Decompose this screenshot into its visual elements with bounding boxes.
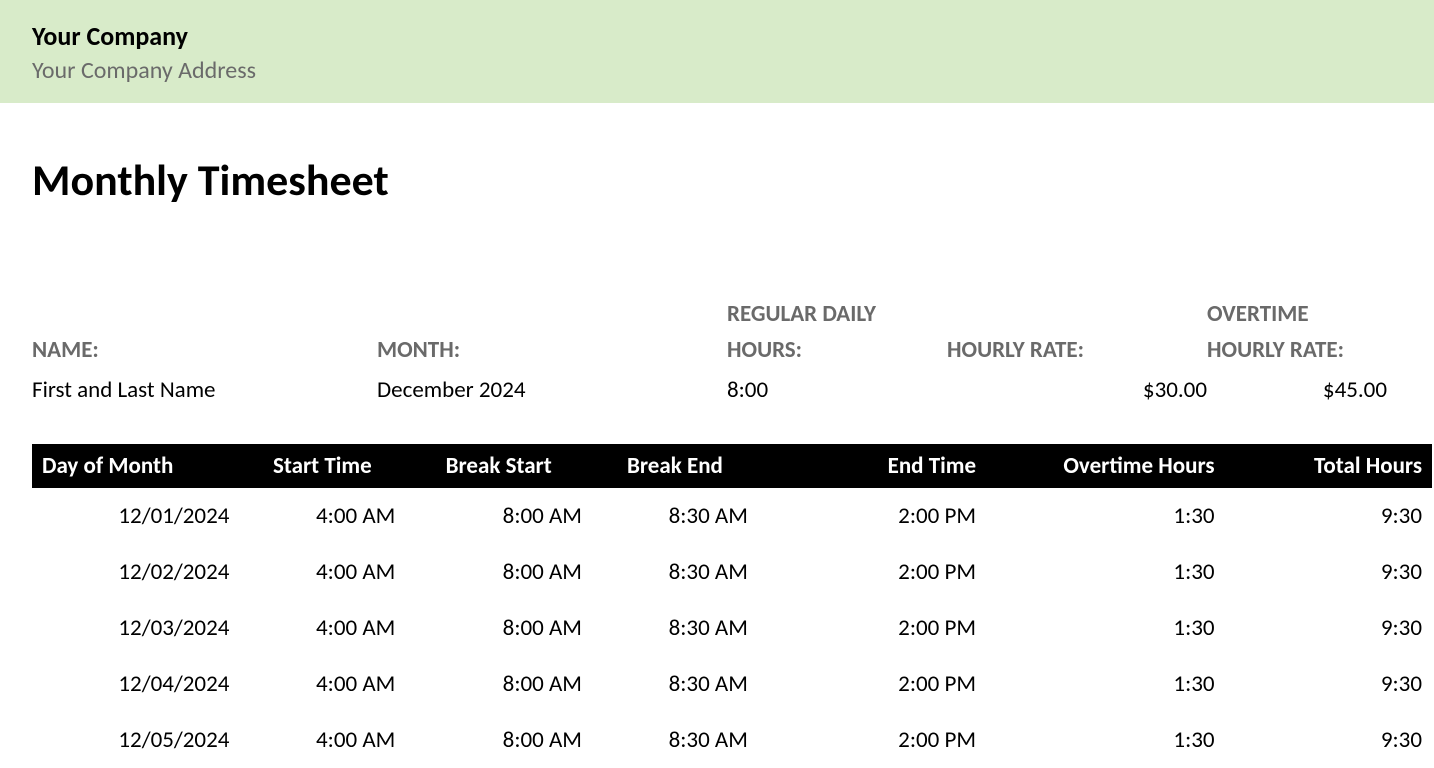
table-body: 12/01/2024 4:00 AM 8:00 AM 8:30 AM 2:00 … bbox=[32, 488, 1432, 768]
month-value: December 2024 bbox=[377, 376, 727, 404]
ot-rate-label-line1: OVERTIME bbox=[1207, 297, 1387, 333]
content-area: Monthly Timesheet NAME: First and Last N… bbox=[0, 103, 1434, 768]
cell-breakstart: 8:00 AM bbox=[405, 712, 592, 768]
cell-ot: 1:30 bbox=[986, 712, 1225, 768]
page-title: Monthly Timesheet bbox=[32, 153, 1402, 207]
col-header-breakend: Break End bbox=[592, 444, 758, 488]
cell-breakend: 8:30 AM bbox=[592, 712, 758, 768]
cell-start: 4:00 AM bbox=[239, 712, 405, 768]
cell-breakend: 8:30 AM bbox=[592, 600, 758, 656]
col-header-start: Start Time bbox=[239, 444, 405, 488]
cell-ot: 1:30 bbox=[986, 600, 1225, 656]
col-header-ot: Overtime Hours bbox=[986, 444, 1225, 488]
regular-hours-value: 8:00 bbox=[727, 376, 947, 404]
cell-total: 9:30 bbox=[1225, 600, 1432, 656]
col-header-end: End Time bbox=[758, 444, 986, 488]
info-month-block: MONTH: December 2024 bbox=[377, 297, 727, 404]
cell-ot: 1:30 bbox=[986, 488, 1225, 544]
col-header-breakstart: Break Start bbox=[405, 444, 592, 488]
cell-end: 2:00 PM bbox=[758, 488, 986, 544]
header-banner: Your Company Your Company Address bbox=[0, 0, 1434, 103]
regular-hours-label-line1: REGULAR DAILY bbox=[727, 297, 947, 333]
info-regular-hours-block: REGULAR DAILY HOURS: 8:00 bbox=[727, 297, 947, 404]
table-row: 12/01/2024 4:00 AM 8:00 AM 8:30 AM 2:00 … bbox=[32, 488, 1432, 544]
col-header-day: Day of Month bbox=[32, 444, 239, 488]
cell-total: 9:30 bbox=[1225, 544, 1432, 600]
hourly-rate-value: $30.00 bbox=[947, 376, 1207, 404]
cell-breakend: 8:30 AM bbox=[592, 488, 758, 544]
cell-breakend: 8:30 AM bbox=[592, 656, 758, 712]
cell-breakstart: 8:00 AM bbox=[405, 600, 592, 656]
cell-end: 2:00 PM bbox=[758, 544, 986, 600]
regular-hours-label-line2: HOURS: bbox=[727, 333, 947, 369]
cell-total: 9:30 bbox=[1225, 656, 1432, 712]
info-hourly-rate-block: HOURLY RATE: $30.00 bbox=[947, 297, 1207, 404]
cell-day: 12/02/2024 bbox=[32, 544, 239, 600]
cell-end: 2:00 PM bbox=[758, 600, 986, 656]
cell-total: 9:30 bbox=[1225, 488, 1432, 544]
ot-rate-label-line2: HOURLY RATE: bbox=[1207, 333, 1387, 369]
ot-rate-value: $45.00 bbox=[1207, 376, 1387, 404]
cell-breakstart: 8:00 AM bbox=[405, 544, 592, 600]
month-label: MONTH: bbox=[377, 333, 727, 369]
cell-day: 12/03/2024 bbox=[32, 600, 239, 656]
company-address: Your Company Address bbox=[32, 56, 1402, 85]
cell-breakstart: 8:00 AM bbox=[405, 656, 592, 712]
col-header-total: Total Hours bbox=[1225, 444, 1432, 488]
name-label: NAME: bbox=[32, 333, 377, 369]
cell-end: 2:00 PM bbox=[758, 712, 986, 768]
cell-start: 4:00 AM bbox=[239, 488, 405, 544]
table-row: 12/03/2024 4:00 AM 8:00 AM 8:30 AM 2:00 … bbox=[32, 600, 1432, 656]
table-header-row: Day of Month Start Time Break Start Brea… bbox=[32, 444, 1432, 488]
cell-day: 12/05/2024 bbox=[32, 712, 239, 768]
name-value: First and Last Name bbox=[32, 376, 377, 404]
cell-breakstart: 8:00 AM bbox=[405, 488, 592, 544]
cell-start: 4:00 AM bbox=[239, 656, 405, 712]
cell-day: 12/01/2024 bbox=[32, 488, 239, 544]
hourly-rate-label: HOURLY RATE: bbox=[947, 333, 1207, 369]
table-row: 12/02/2024 4:00 AM 8:00 AM 8:30 AM 2:00 … bbox=[32, 544, 1432, 600]
cell-breakend: 8:30 AM bbox=[592, 544, 758, 600]
cell-end: 2:00 PM bbox=[758, 656, 986, 712]
info-name-block: NAME: First and Last Name bbox=[32, 297, 377, 404]
table-row: 12/04/2024 4:00 AM 8:00 AM 8:30 AM 2:00 … bbox=[32, 656, 1432, 712]
timesheet-table: Day of Month Start Time Break Start Brea… bbox=[32, 444, 1432, 768]
cell-ot: 1:30 bbox=[986, 544, 1225, 600]
cell-start: 4:00 AM bbox=[239, 600, 405, 656]
info-row: NAME: First and Last Name MONTH: Decembe… bbox=[32, 297, 1402, 404]
company-name: Your Company bbox=[32, 20, 1402, 52]
cell-total: 9:30 bbox=[1225, 712, 1432, 768]
cell-ot: 1:30 bbox=[986, 656, 1225, 712]
cell-start: 4:00 AM bbox=[239, 544, 405, 600]
table-row: 12/05/2024 4:00 AM 8:00 AM 8:30 AM 2:00 … bbox=[32, 712, 1432, 768]
info-ot-rate-block: OVERTIME HOURLY RATE: $45.00 bbox=[1207, 297, 1387, 404]
cell-day: 12/04/2024 bbox=[32, 656, 239, 712]
